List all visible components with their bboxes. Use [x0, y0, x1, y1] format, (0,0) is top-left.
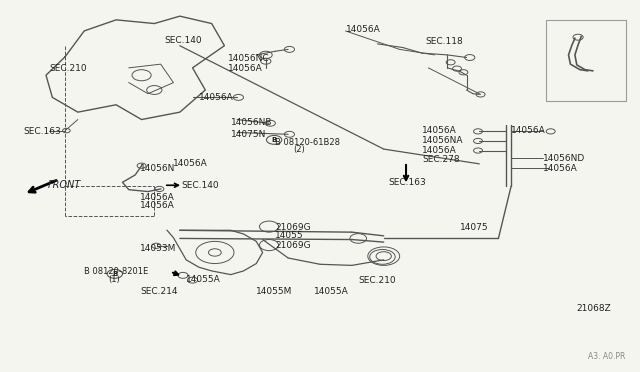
Text: B: B [271, 137, 276, 143]
Text: (2): (2) [293, 145, 305, 154]
Text: 14056A: 14056A [199, 93, 234, 102]
Text: SEC.118: SEC.118 [425, 37, 463, 46]
Text: SEC.214: SEC.214 [140, 287, 178, 296]
Text: 14056N: 14056N [140, 164, 175, 173]
Text: 14075: 14075 [460, 223, 489, 232]
Text: SEC.163: SEC.163 [24, 127, 61, 136]
Text: 14055M: 14055M [256, 287, 292, 296]
Text: 14056A: 14056A [543, 164, 578, 173]
Text: 14056A: 14056A [140, 193, 175, 202]
Text: B: B [112, 271, 117, 277]
Text: SEC.140: SEC.140 [181, 181, 219, 190]
Text: (1): (1) [108, 275, 120, 283]
Text: 21069G: 21069G [275, 241, 311, 250]
Text: SEC.163: SEC.163 [389, 178, 427, 187]
Text: 14056NC: 14056NC [228, 54, 269, 63]
Text: 14053M: 14053M [140, 244, 177, 253]
Text: FRONT: FRONT [47, 180, 81, 190]
Text: 14056A: 14056A [173, 159, 208, 169]
Text: A3. A0.PR: A3. A0.PR [589, 352, 626, 361]
Text: SEC.210: SEC.210 [358, 276, 396, 285]
Text: SEC.210: SEC.210 [49, 64, 87, 73]
Text: 14056ND: 14056ND [543, 154, 585, 163]
Text: SEC.278: SEC.278 [422, 155, 460, 164]
Text: 21069G: 21069G [275, 223, 311, 232]
Text: 14056NB: 14056NB [231, 118, 272, 127]
Text: 14055A: 14055A [186, 275, 221, 283]
Text: 14056A: 14056A [422, 146, 457, 155]
Text: 14056A: 14056A [140, 201, 175, 210]
Text: B 08120-61B28: B 08120-61B28 [275, 138, 340, 147]
Text: 14056NA: 14056NA [422, 137, 463, 145]
Text: 14055: 14055 [275, 231, 304, 240]
Text: SEC.140: SEC.140 [164, 36, 202, 45]
Text: 14056A: 14056A [422, 126, 457, 135]
Text: 14056A: 14056A [511, 126, 546, 135]
Text: 14055A: 14055A [314, 287, 348, 296]
FancyBboxPatch shape [546, 20, 626, 101]
Text: 14056A: 14056A [346, 25, 380, 33]
Text: B 08120-8201E: B 08120-8201E [84, 267, 148, 276]
Text: 14056A: 14056A [228, 64, 262, 73]
Text: 14075N: 14075N [231, 130, 266, 139]
Text: 21068Z: 21068Z [576, 304, 611, 313]
